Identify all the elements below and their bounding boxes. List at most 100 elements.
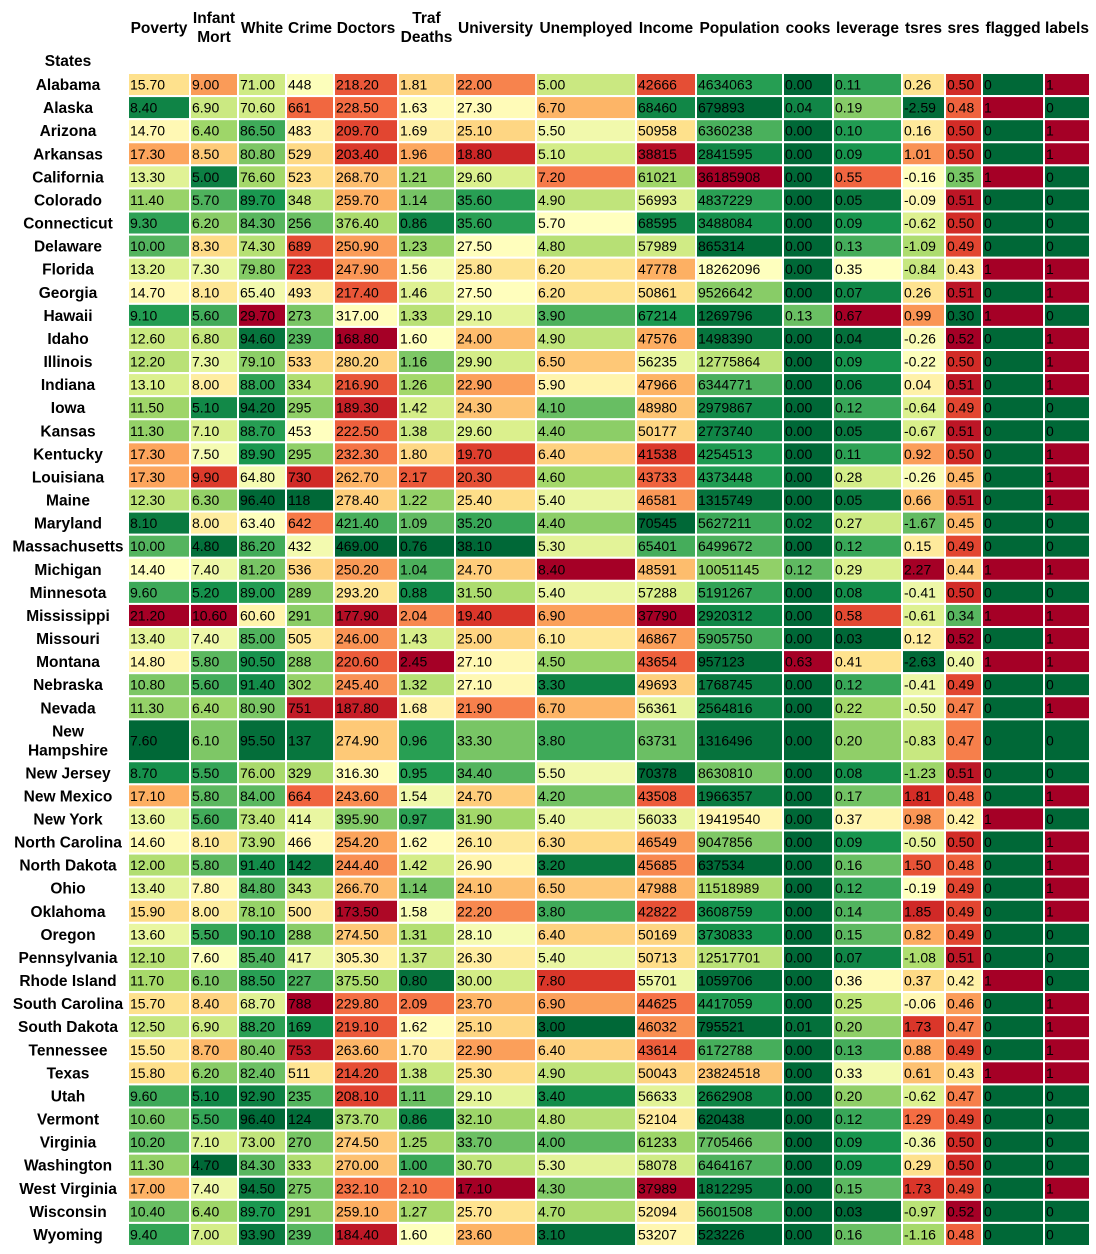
- cell-value: 0.17: [835, 788, 862, 804]
- cell-value: 0.00: [785, 1157, 812, 1173]
- cell-value: 0.96: [400, 732, 427, 748]
- cell-value: 86.20: [240, 538, 275, 554]
- cell-value: 0.00: [785, 677, 812, 693]
- cell-value: 1: [1046, 903, 1054, 919]
- cell-value: 0.29: [835, 561, 862, 577]
- row-label-florida: Florida: [42, 262, 94, 279]
- cell-value: 5601508: [698, 1203, 753, 1219]
- cell-value: 6.10: [192, 973, 219, 989]
- cell-value: 0.47: [947, 1019, 974, 1035]
- cell-value: 0.30: [947, 307, 974, 323]
- cell-value: 11.70: [130, 973, 164, 989]
- cell-value: 6.40: [538, 926, 565, 942]
- cell-value: 0.04: [835, 330, 862, 346]
- cell-value: 414: [288, 811, 312, 827]
- cell-value: 2.09: [400, 996, 427, 1012]
- cell-value: 5.00: [192, 169, 219, 185]
- cell-value: 7.60: [192, 949, 219, 965]
- cell-value: 56033: [638, 811, 677, 827]
- cell-value: 483: [288, 123, 312, 139]
- cell-value: -0.61: [904, 607, 936, 623]
- cell-value: 1.04: [400, 561, 427, 577]
- cell-value: 0.15: [835, 926, 862, 942]
- cell-value: 254.20: [336, 834, 379, 850]
- cell-value: 0.00: [785, 1111, 812, 1127]
- cell-value: 25.10: [457, 1019, 492, 1035]
- cell-value: 22.90: [457, 377, 492, 393]
- cell-value: 52104: [638, 1111, 677, 1127]
- cell-value: 0: [1046, 1157, 1054, 1173]
- cell-value: 64.80: [240, 469, 275, 485]
- cell-value: 3.80: [538, 732, 565, 748]
- cell-value: 89.70: [240, 192, 275, 208]
- cell-value: 9.60: [130, 584, 157, 600]
- row-label-wisconsin: Wisconsin: [29, 1204, 106, 1221]
- cell-value: 6.30: [192, 492, 219, 508]
- cell-value: 1: [1046, 1019, 1054, 1035]
- cell-value: 1269796: [698, 307, 753, 323]
- cell-value: 0.16: [835, 1226, 862, 1242]
- cell-value: 56633: [638, 1088, 677, 1104]
- cell-value: 0: [984, 880, 992, 896]
- cell-value: 0: [1046, 169, 1054, 185]
- cell-value: 5.40: [538, 492, 565, 508]
- cell-value: 9.10: [130, 307, 157, 323]
- row-label-north-dakota: North Dakota: [19, 858, 117, 875]
- cell-value: 9.60: [130, 1088, 157, 1104]
- cell-value: 142: [288, 857, 312, 873]
- column-header-tsres: tsres: [905, 20, 942, 37]
- cell-value: 1: [1046, 354, 1054, 370]
- cell-value: 343: [288, 880, 312, 896]
- cell-value: 1.33: [400, 307, 427, 323]
- cell-value: 8.30: [192, 238, 219, 254]
- row-label-arkansas: Arkansas: [33, 146, 103, 163]
- cell-value: 14.40: [130, 561, 165, 577]
- cell-value: 0.12: [835, 677, 862, 693]
- cell-value: 1: [1046, 330, 1054, 346]
- cell-value: 0: [984, 1088, 992, 1104]
- cell-value: 88.50: [240, 973, 275, 989]
- cell-value: 4.40: [538, 515, 565, 531]
- cell-value: 0: [984, 77, 992, 93]
- cell-value: 6.20: [192, 1065, 219, 1081]
- cell-value: 4.80: [538, 1111, 565, 1127]
- cell-value: 0: [984, 446, 992, 462]
- cell-value: 0.43: [947, 1065, 974, 1081]
- cell-value: 250.20: [336, 561, 379, 577]
- cell-value: 5191267: [698, 584, 753, 600]
- cell-value: -0.26: [904, 469, 936, 485]
- cell-value: 1.68: [400, 700, 427, 716]
- row-label-colorado: Colorado: [34, 192, 102, 209]
- cell-value: 0.48: [947, 857, 974, 873]
- cell-value: 86.50: [240, 123, 275, 139]
- cell-value: 42822: [638, 903, 677, 919]
- cell-value: 203.40: [336, 146, 379, 162]
- cell-value: 50713: [638, 949, 677, 965]
- row-label-idaho: Idaho: [47, 331, 88, 348]
- cell-value: 5.80: [192, 654, 219, 670]
- cell-value: 47966: [638, 377, 677, 393]
- cell-value: 1966357: [698, 788, 753, 804]
- cell-value: 316.30: [336, 765, 379, 781]
- cell-value: 8.40: [538, 561, 565, 577]
- row-label-washington: Washington: [24, 1158, 112, 1175]
- cell-value: 25.10: [457, 123, 492, 139]
- cell-value: 0.29: [904, 1157, 931, 1173]
- cell-value: 43733: [638, 469, 677, 485]
- cell-value: 295: [288, 446, 312, 462]
- cell-value: 0.45: [947, 515, 974, 531]
- heatmap-cell: [397, 718, 456, 763]
- row-label-texas: Texas: [47, 1065, 90, 1082]
- cell-value: 6.40: [192, 700, 219, 716]
- row-label-maryland: Maryland: [34, 516, 102, 533]
- column-header-white: White: [241, 20, 284, 37]
- cell-value: 2.45: [400, 654, 427, 670]
- cell-value: 4.00: [538, 1134, 565, 1150]
- cell-value: 5.60: [192, 811, 219, 827]
- cell-value: 1.46: [400, 284, 427, 300]
- cell-value: 278.40: [336, 492, 379, 508]
- cell-value: 33.70: [457, 1134, 492, 1150]
- cell-value: 0.00: [785, 996, 812, 1012]
- cell-value: 0.51: [947, 192, 974, 208]
- cell-value: 7.80: [538, 973, 565, 989]
